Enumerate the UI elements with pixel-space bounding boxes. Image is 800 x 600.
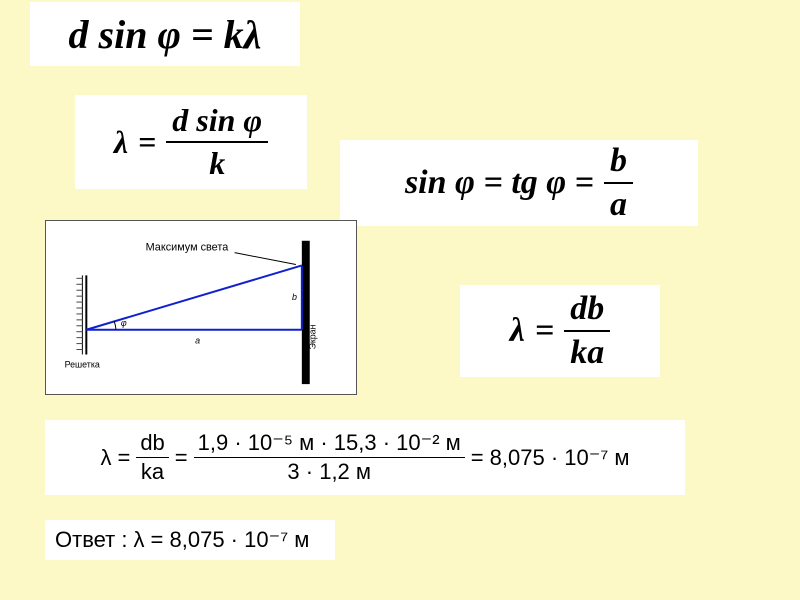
calc-frac1-den: ka <box>137 458 168 485</box>
answer-value: λ = 8,075 · 10⁻⁷ м <box>133 527 309 553</box>
calc-frac2: 1,9 · 10⁻⁵ м · 15,3 · 10⁻² м 3 · 1,2 м <box>194 430 465 485</box>
equals-sign-2: = <box>535 312 554 350</box>
calculation-line: λ = db ka = 1,9 · 10⁻⁵ м · 15,3 · 10⁻² м… <box>45 420 685 495</box>
screen <box>302 241 310 384</box>
formula-lambda-1: λ = d sin φ k <box>75 95 307 189</box>
lambda1-num: d sin φ <box>166 102 268 143</box>
formula-main-text: d sin φ = kλ <box>69 11 262 58</box>
formula-lambda-2: λ = db ka <box>460 285 660 377</box>
eq-c: = <box>471 445 484 471</box>
lambda2-lhs: λ <box>510 312 525 350</box>
sinphi-den: a <box>604 184 633 224</box>
lambda1-fraction: d sin φ k <box>166 102 268 182</box>
answer-line: Ответ : λ = 8,075 · 10⁻⁷ м <box>45 520 335 560</box>
max-pointer <box>235 253 296 265</box>
sinphi-expr: sin φ = tg φ = <box>405 164 594 202</box>
max-label: Максимум света <box>146 242 230 254</box>
angle-arc <box>114 321 116 330</box>
formula-sinphi: sin φ = tg φ = b a <box>340 140 698 226</box>
sinphi-num: b <box>604 142 633 184</box>
eq-b: = <box>175 445 188 471</box>
lambda2-den: ka <box>564 332 610 372</box>
phi-label: φ <box>121 318 127 328</box>
eq-a: = <box>117 445 130 471</box>
line-diagonal <box>86 265 302 329</box>
optics-diagram: Решетка Экран φ Максимум света a b <box>46 221 356 394</box>
answer-label: Ответ : <box>55 527 127 553</box>
lambda2-fraction: db ka <box>564 290 610 372</box>
sinphi-fraction: b a <box>604 142 633 224</box>
grating-label: Решетка <box>65 359 100 369</box>
calc-frac1: db ka <box>136 430 168 485</box>
screen-label: Экран <box>308 324 318 349</box>
grating <box>76 275 86 354</box>
a-label: a <box>195 336 200 346</box>
lambda1-lhs: λ <box>114 124 128 161</box>
calc-result: 8,075 · 10⁻⁷ м <box>490 445 630 471</box>
calc-frac2-num: 1,9 · 10⁻⁵ м · 15,3 · 10⁻² м <box>194 430 465 458</box>
calc-frac2-den: 3 · 1,2 м <box>283 458 375 485</box>
b-label: b <box>292 292 297 302</box>
formula-main: d sin φ = kλ <box>30 2 300 66</box>
calc-frac1-num: db <box>136 430 168 458</box>
diagram-box: Решетка Экран φ Максимум света a b <box>45 220 357 395</box>
calc-lhs: λ <box>100 445 111 471</box>
equals-sign: = <box>138 124 156 161</box>
lambda1-den: k <box>203 143 231 182</box>
lambda2-num: db <box>564 290 610 332</box>
